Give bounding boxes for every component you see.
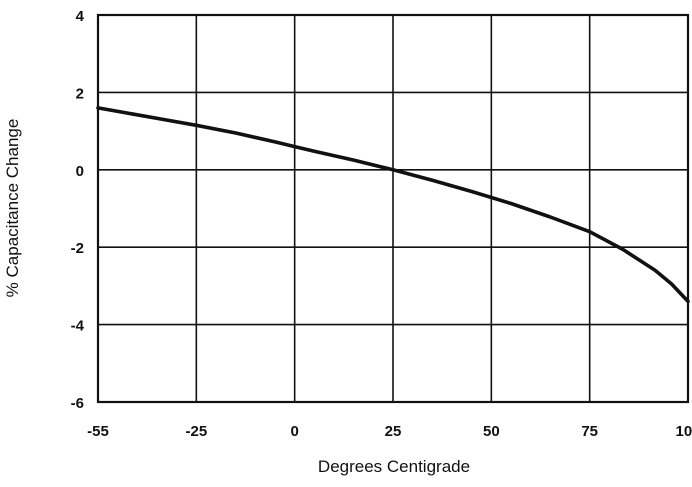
frame-layer [96, 13, 690, 404]
x-tick-label: -55 [87, 423, 109, 440]
grid-layer [98, 15, 688, 402]
y-tick-label: 2 [76, 85, 84, 102]
y-tick-label: -4 [71, 318, 85, 335]
x-tick-label: -25 [185, 423, 207, 440]
y-tick-label: -2 [71, 240, 84, 257]
series-layer [96, 106, 690, 304]
x-tick-label: 50 [483, 423, 500, 440]
y-tick-label: 4 [76, 8, 85, 25]
x-tick-label: 105 [675, 423, 692, 440]
x-tick-label: 25 [385, 423, 402, 440]
capacitance-curve [96, 106, 690, 304]
y-tick-label: 0 [76, 163, 84, 180]
x-tick-label: 75 [581, 423, 598, 440]
x-axis-title: Degrees Centigrade [318, 457, 470, 476]
plot-frame [96, 13, 690, 404]
y-tick-label: -6 [71, 395, 84, 412]
x-tick-label: 0 [290, 423, 298, 440]
y-axis-title: % Capacitance Change [3, 119, 22, 298]
tick-label-layer: -55 -25 0 25 50 75 105 -6 -4 -2 0 2 4 [71, 8, 692, 440]
